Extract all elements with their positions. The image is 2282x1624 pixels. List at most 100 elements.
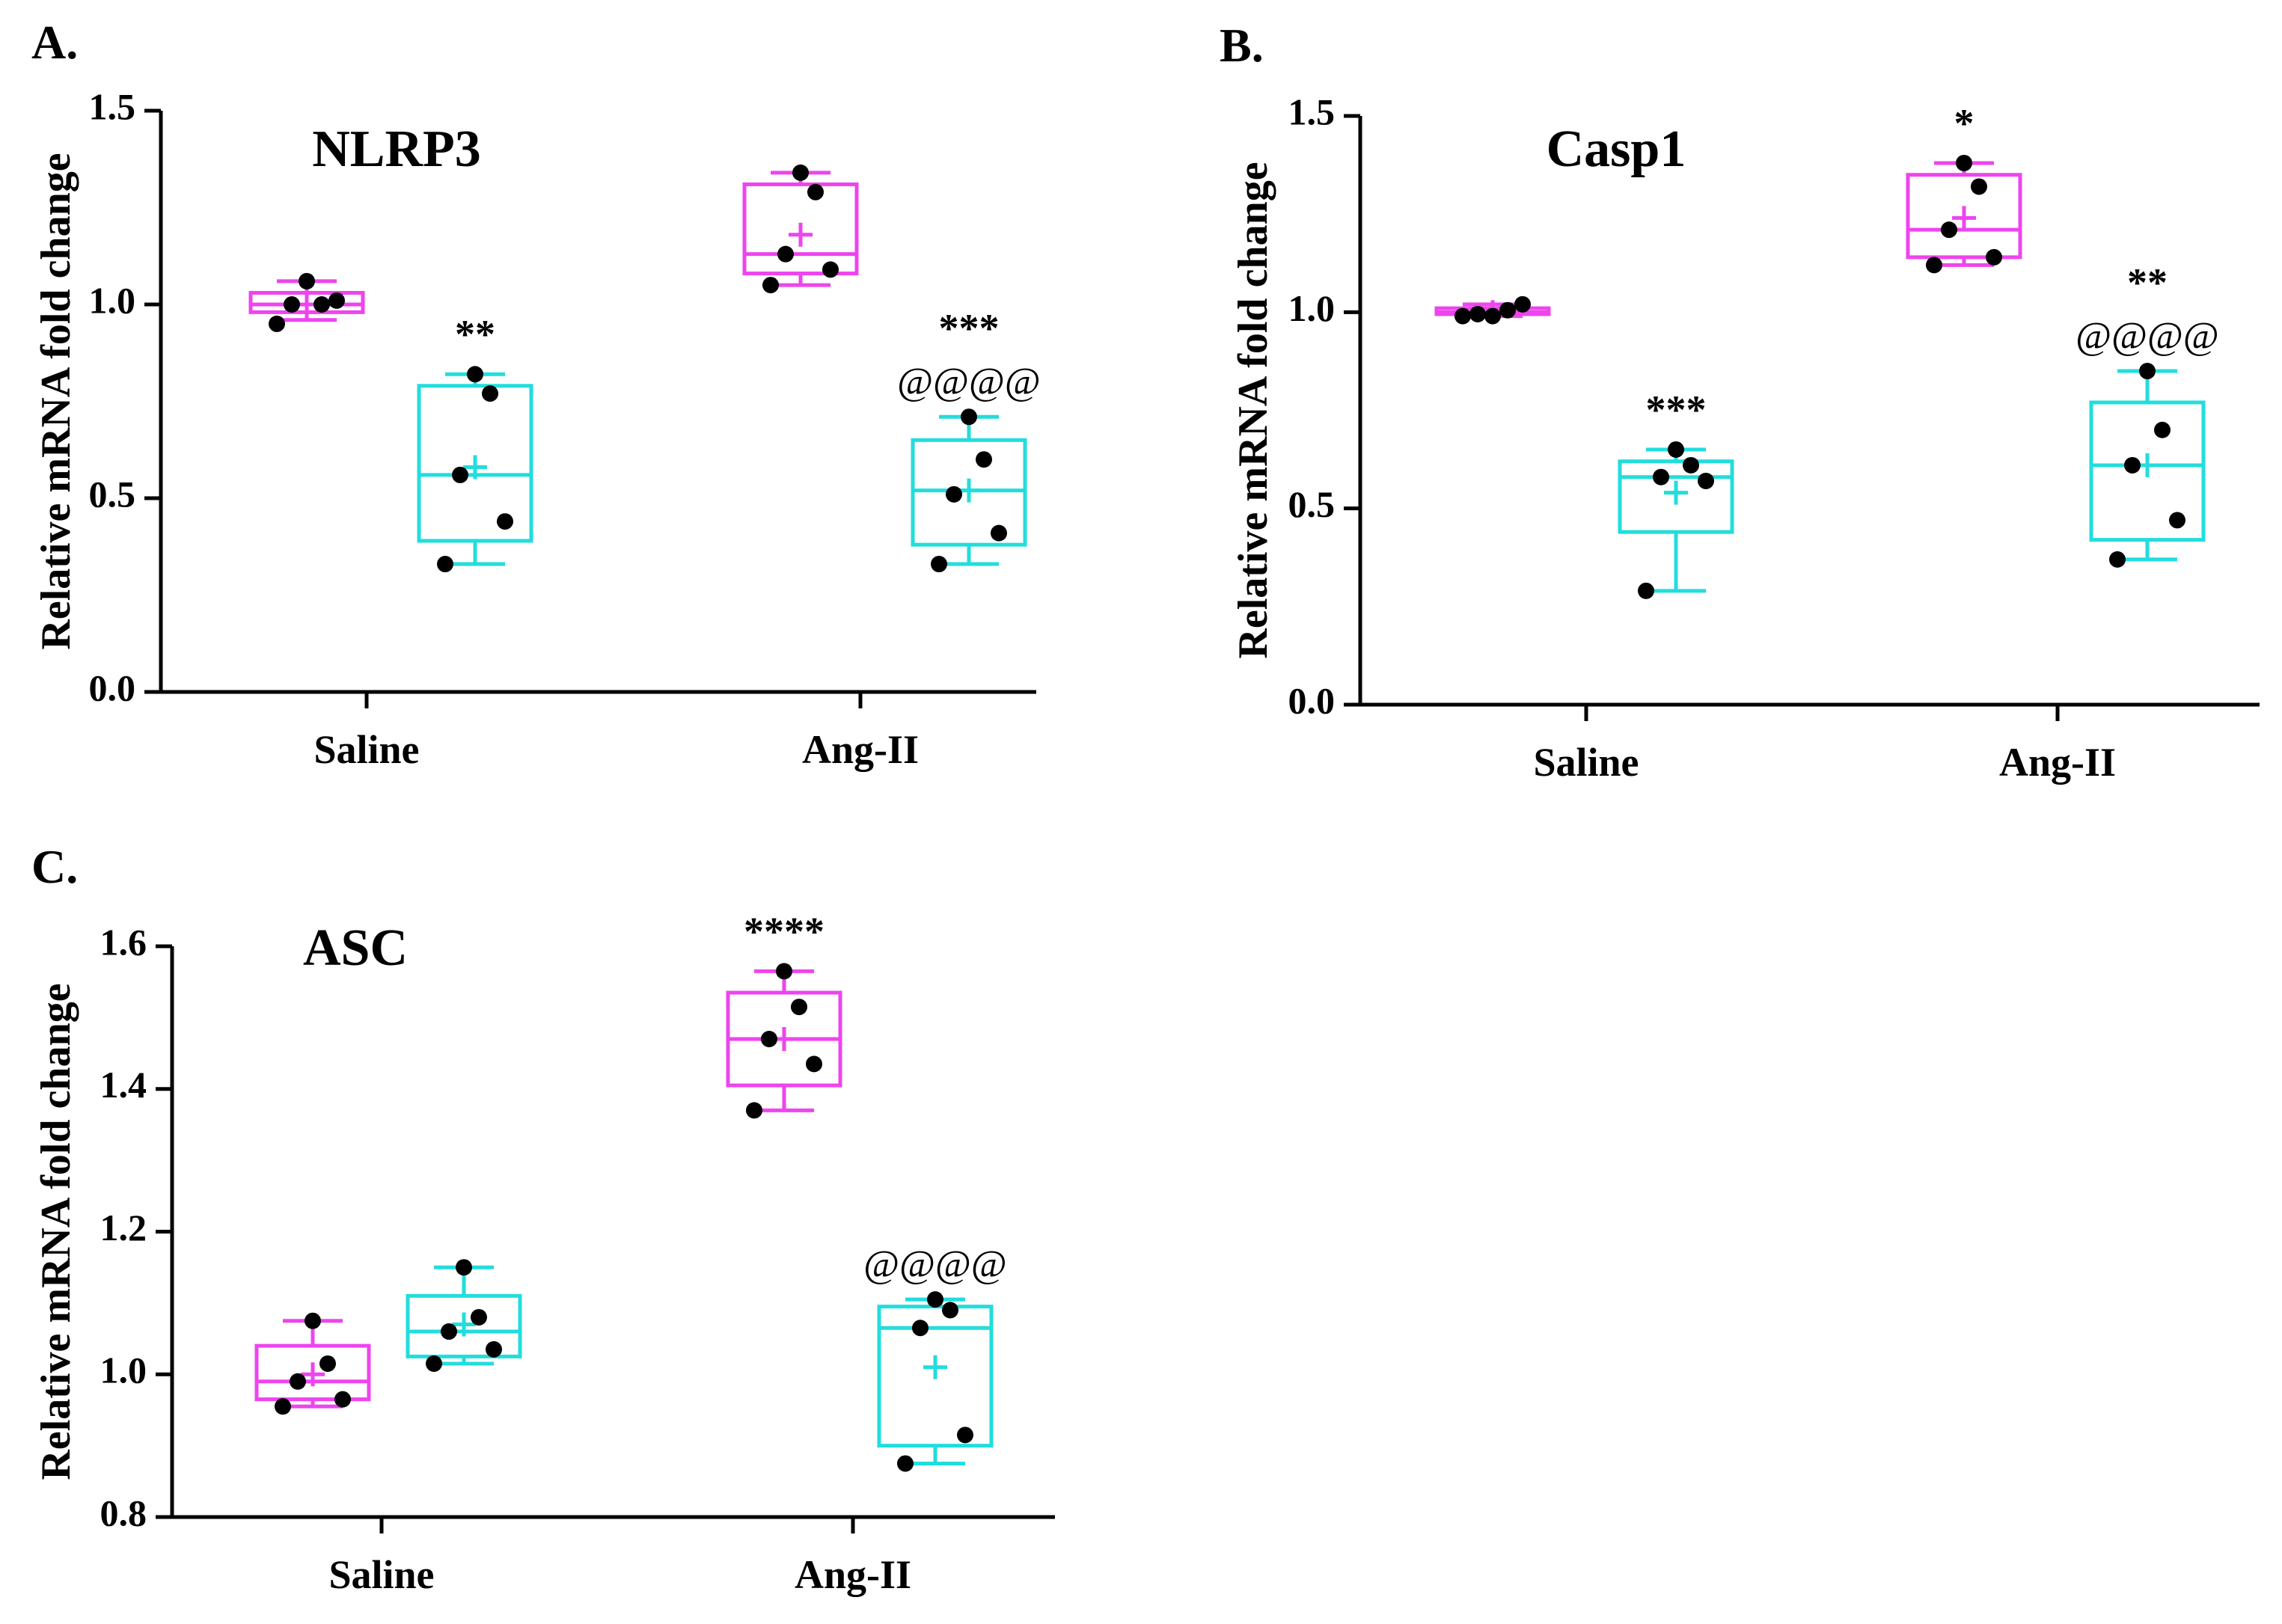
data-point bbox=[942, 1302, 958, 1319]
data-point bbox=[1484, 307, 1501, 325]
data-point bbox=[426, 1355, 442, 1372]
significance-label: **** bbox=[744, 909, 825, 954]
chart-panel-asc: C. ASC Relative mRNA fold change 0.8 1.0 1.2 1… bbox=[31, 840, 1055, 1597]
data-point bbox=[452, 466, 468, 483]
box-group-ang-ii-treated bbox=[877, 1297, 994, 1465]
y-tick-label: 0.5 bbox=[1288, 483, 1336, 525]
significance-label: * bbox=[1954, 101, 1974, 146]
y-tick-label: 1.2 bbox=[100, 1207, 147, 1248]
data-point bbox=[2139, 363, 2156, 380]
y-axis-label: Relative mRNA fold change bbox=[33, 153, 79, 649]
data-point bbox=[334, 1391, 351, 1408]
data-point bbox=[497, 513, 513, 530]
data-point bbox=[1469, 305, 1486, 322]
box-group-ang-ii-control bbox=[1906, 161, 2022, 267]
y-tick-label: 0.8 bbox=[100, 1492, 147, 1533]
y-tick-label: 0.5 bbox=[89, 473, 136, 515]
significance-label: ** bbox=[2127, 260, 2168, 305]
data-point bbox=[991, 524, 1007, 542]
significance-label: @@@@ bbox=[897, 361, 1041, 403]
chart-title: NLRP3 bbox=[312, 120, 481, 178]
significance-label: *** bbox=[939, 306, 1000, 351]
x-tick-label: Saline bbox=[1533, 740, 1639, 785]
y-tick-label: 1.6 bbox=[100, 921, 147, 963]
data-point bbox=[927, 1291, 943, 1308]
y-tick-label: 1.5 bbox=[1288, 91, 1336, 132]
box-iqr bbox=[1618, 459, 1734, 534]
chart-title: Casp1 bbox=[1547, 120, 1686, 178]
box-iqr bbox=[2089, 400, 2206, 542]
y-tick-label: 1.4 bbox=[100, 1064, 147, 1106]
box-iqr bbox=[254, 1343, 371, 1402]
data-point bbox=[2169, 512, 2185, 529]
data-point bbox=[1454, 307, 1471, 325]
panel-letter: A. bbox=[31, 16, 78, 69]
box-group-ang-ii-treated bbox=[2089, 369, 2206, 562]
box-group-saline-control bbox=[254, 1319, 371, 1409]
y-axis-label: Relative mRNA fold change bbox=[1230, 162, 1276, 658]
data-point bbox=[931, 556, 947, 573]
data-point bbox=[746, 1102, 762, 1119]
data-point bbox=[1683, 456, 1699, 474]
data-point bbox=[822, 261, 839, 278]
box-group-saline-control bbox=[248, 279, 365, 322]
data-point bbox=[471, 1308, 487, 1326]
y-tick-label: 0.0 bbox=[1288, 679, 1336, 721]
data-point bbox=[313, 296, 330, 313]
y-axis-label: Relative mRNA fold change bbox=[33, 983, 79, 1480]
data-point bbox=[299, 272, 315, 289]
data-point bbox=[486, 1340, 502, 1358]
data-point bbox=[437, 556, 453, 573]
significance-label: ** bbox=[455, 312, 495, 357]
data-point bbox=[946, 485, 962, 503]
data-point bbox=[1986, 248, 2002, 266]
data-point bbox=[1926, 257, 1942, 274]
data-point bbox=[897, 1455, 914, 1472]
data-point bbox=[976, 451, 992, 468]
box-iqr bbox=[911, 438, 1027, 547]
significance-label: @@@@ bbox=[2075, 315, 2219, 358]
box-group-ang-ii-control bbox=[726, 969, 842, 1112]
chart-title: ASC bbox=[303, 919, 408, 977]
data-point bbox=[961, 408, 977, 426]
significance-label: @@@@ bbox=[863, 1243, 1007, 1286]
data-point bbox=[456, 1259, 472, 1276]
x-tick-label: Saline bbox=[313, 727, 419, 772]
data-point bbox=[305, 1312, 321, 1329]
box-iqr bbox=[1906, 173, 2022, 260]
x-tick-label: Ang-II bbox=[802, 727, 919, 772]
data-point bbox=[1941, 221, 1957, 239]
chart-panel-casp1: B. Casp1 Relative mRNA fold change 0.0 0.5 1.… bbox=[1220, 19, 2260, 785]
data-point bbox=[467, 366, 483, 383]
data-point bbox=[2154, 421, 2171, 438]
box-iqr bbox=[406, 1293, 522, 1358]
data-point bbox=[1956, 154, 1972, 171]
data-point bbox=[777, 245, 794, 263]
x-tick-label: Ang-II bbox=[795, 1552, 911, 1597]
data-point bbox=[762, 277, 779, 294]
data-point bbox=[806, 1055, 822, 1073]
y-tick-label: 1.5 bbox=[89, 85, 136, 127]
data-point bbox=[1653, 468, 1669, 485]
panel-letter: C. bbox=[31, 840, 78, 893]
data-point bbox=[807, 183, 824, 200]
box-group-saline-treated bbox=[417, 372, 533, 566]
data-point bbox=[792, 164, 809, 181]
y-tick-label: 1.0 bbox=[89, 279, 136, 321]
data-point bbox=[912, 1320, 929, 1337]
box-group-ang-ii-treated bbox=[911, 414, 1027, 566]
data-point bbox=[275, 1398, 291, 1415]
data-point bbox=[328, 292, 345, 309]
box-iqr bbox=[742, 182, 859, 276]
data-point bbox=[1638, 582, 1654, 599]
box-group-ang-ii-control bbox=[742, 171, 859, 287]
data-point bbox=[761, 1030, 777, 1047]
data-point bbox=[1668, 441, 1684, 458]
data-point bbox=[284, 296, 300, 313]
data-point bbox=[482, 385, 498, 402]
box-group-saline-treated bbox=[406, 1265, 522, 1366]
y-tick-label: 0.0 bbox=[89, 667, 136, 708]
data-point bbox=[1514, 295, 1531, 313]
